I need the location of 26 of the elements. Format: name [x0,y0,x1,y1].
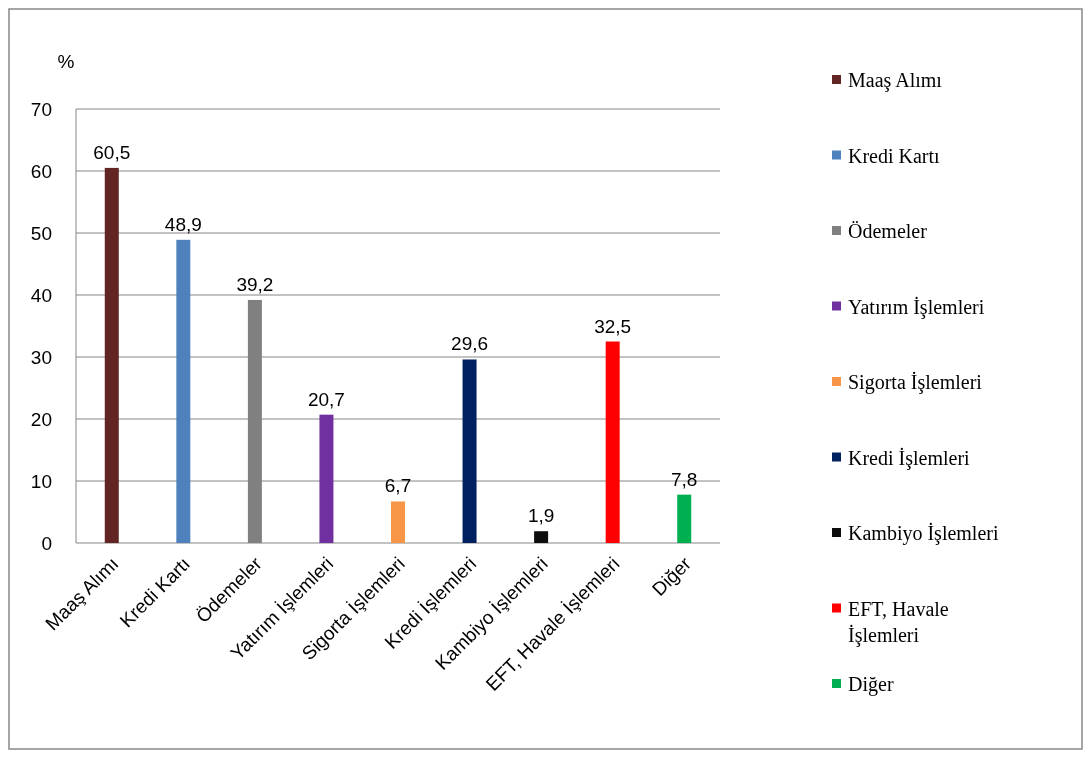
data-label: 7,8 [671,468,698,490]
y-tick-label: 0 [41,532,52,554]
legend-label: Ödemeler [848,220,928,242]
data-label: 32,5 [594,315,632,337]
data-label: 39,2 [236,273,274,295]
y-tick-label: 20 [30,408,52,430]
y-tick-label: 30 [30,346,52,368]
legend-label: Diğer [848,673,894,696]
y-tick-label: 40 [30,284,52,306]
y-tick-label: 10 [30,470,52,492]
data-label: 48,9 [164,213,202,235]
legend-label: Sigorta İşlemleri [848,371,983,394]
y-axis-title: % [57,51,75,72]
legend-label: Kambiyo İşlemleri [848,522,999,545]
legend-label: Maaş Alımı [848,69,943,92]
legend-label: Kredi İşlemleri [848,446,971,470]
legend-label: Kredi Kartı [848,144,941,167]
legend-label: Yatırım İşlemleri [848,295,985,319]
data-label: 1,9 [527,505,555,527]
data-label: 6,7 [384,475,412,497]
y-tick-label: 60 [30,160,52,182]
y-tick-label: 50 [30,222,52,244]
data-label: 60,5 [93,141,131,163]
data-label: 20,7 [307,388,345,410]
y-tick-label: 70 [30,98,52,120]
data-label: 29,6 [451,333,489,355]
